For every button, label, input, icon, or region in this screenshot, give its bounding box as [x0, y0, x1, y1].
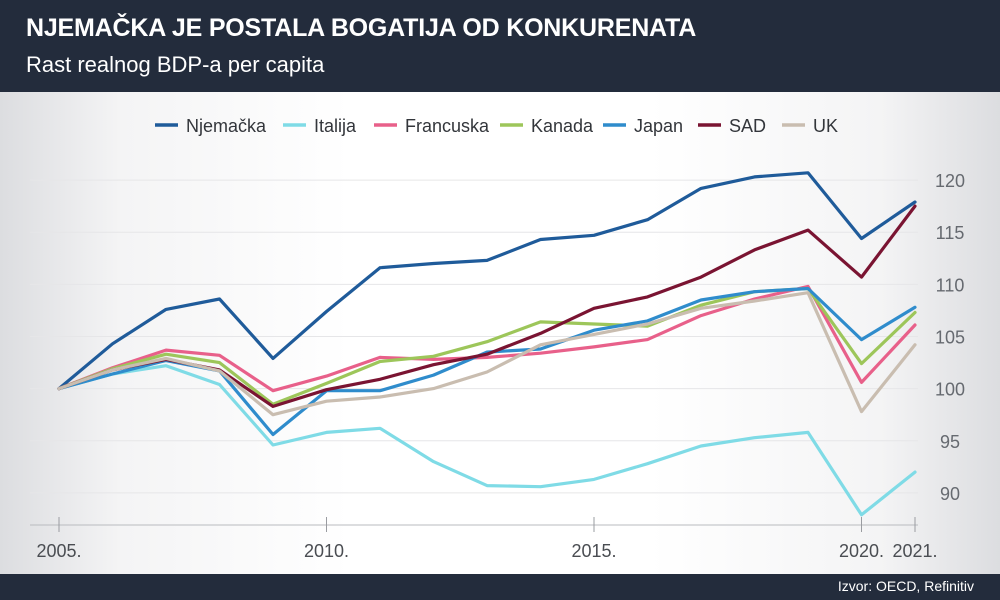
series-line-japan — [57, 286, 917, 437]
header: NJEMAČKA JE POSTALA BOGATIJA OD KONKUREN… — [0, 0, 1000, 92]
gridlines — [30, 179, 918, 494]
legend: Njemačka Italija Francuska Kanada Japan SAD UK — [155, 116, 838, 136]
legend-label: UK — [813, 116, 838, 136]
legend-label: Italija — [314, 116, 357, 136]
x-tick-label: 2020. — [839, 541, 884, 561]
y-tick-label: 115 — [936, 223, 965, 243]
chart-subtitle: Rast realnog BDP-a per capita — [26, 52, 325, 77]
series-line-njemačka — [57, 171, 917, 391]
series-lines — [57, 171, 917, 517]
source-note: Izvor: OECD, Refinitiv — [837, 578, 974, 594]
y-tick-label: 105 — [935, 328, 965, 348]
x-tick-label: 2021. — [892, 541, 937, 561]
legend-label: Japan — [634, 116, 683, 136]
series-line-francuska — [57, 284, 917, 393]
x-tick-label: 2015. — [571, 541, 616, 561]
line-chart: Njemačka Italija Francuska Kanada Japan SAD UK… — [30, 116, 965, 561]
y-tick-label: 95 — [940, 432, 960, 452]
legend-label: Francuska — [405, 116, 490, 136]
footer: Izvor: OECD, Refinitiv — [0, 574, 1000, 600]
y-tick-label: 120 — [935, 171, 965, 191]
legend-label: Njemačka — [186, 116, 267, 136]
y-tick-label: 90 — [940, 484, 960, 504]
legend-label: SAD — [729, 116, 766, 136]
y-tick-label: 110 — [936, 275, 965, 295]
axis-ticks: 90 95 100 105 110 115 120 2005. 2010. 2015. 2020. 2… — [30, 171, 965, 561]
y-tick-label: 100 — [935, 380, 965, 400]
legend-label: Kanada — [531, 116, 594, 136]
series-line-uk — [57, 291, 917, 417]
x-tick-label: 2010. — [304, 541, 349, 561]
x-tick-label: 2005. — [36, 541, 81, 561]
chart-title: NJEMAČKA JE POSTALA BOGATIJA OD KONKUREN… — [26, 14, 697, 42]
series-line-italija — [57, 364, 917, 517]
